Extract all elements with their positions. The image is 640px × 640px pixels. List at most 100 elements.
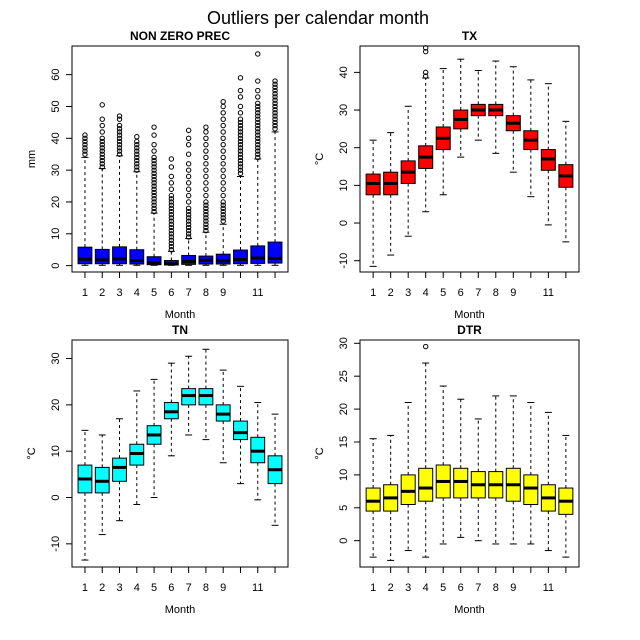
x-tick-label: 4 <box>134 582 140 594</box>
outlier-point <box>203 192 209 199</box>
x-tick-label: 8 <box>493 582 499 594</box>
outlier-point <box>203 202 209 208</box>
outlier-point <box>272 84 278 91</box>
outlier-point <box>203 212 209 218</box>
outlier-point <box>272 100 278 106</box>
panel-2: TN -10 0 10 20 30 °C 1 2 3 4 5 6 7 8 9 11 Month <box>26 323 289 616</box>
outlier-point <box>237 129 244 135</box>
outlier-point <box>185 215 192 221</box>
y-tick-label: 0 <box>338 220 350 226</box>
box-month-3 <box>112 418 127 522</box>
x-tick-label: 6 <box>168 582 174 594</box>
outlier-point <box>185 221 192 227</box>
outlier-point <box>255 138 261 145</box>
box-month-9 <box>215 99 231 266</box>
y-tick-label: 20 <box>50 196 62 208</box>
box-month-5 <box>146 378 162 499</box>
x-tick-label: 7 <box>186 582 192 594</box>
outlier-point <box>185 161 192 167</box>
outlier-point <box>134 157 140 164</box>
outlier-point <box>255 126 261 132</box>
outlier-point <box>82 135 88 142</box>
x-tick-label: 7 <box>475 287 481 299</box>
x-tick-label: 9 <box>220 582 226 594</box>
panel-0: NON ZERO PREC 0 10 20 30 40 50 60 mm 1 2 3 4 5 6 7 8 9 11 M… <box>26 29 289 321</box>
outlier-point <box>151 196 157 202</box>
outlier-point <box>116 122 123 129</box>
x-axis-label: Month <box>165 604 196 616</box>
outlier-point <box>168 173 175 180</box>
outlier-point <box>203 161 209 167</box>
outlier-point <box>185 208 192 215</box>
outlier-point <box>168 208 175 215</box>
outlier-point <box>203 208 209 215</box>
x-tick-label: 3 <box>116 287 122 299</box>
outlier-point <box>168 243 175 250</box>
x-tick-label: 9 <box>510 582 516 594</box>
outlier-point <box>255 154 261 161</box>
outlier-point <box>185 234 192 240</box>
outlier-point <box>116 132 123 138</box>
outlier-point <box>220 208 226 215</box>
outlier-point <box>151 141 157 148</box>
outlier-point <box>237 138 244 145</box>
box-month-12 <box>267 413 283 526</box>
y-tick-label: 20 <box>338 403 350 415</box>
outlier-point <box>220 129 226 135</box>
outlier-point <box>185 186 192 192</box>
box-month-4 <box>129 134 145 266</box>
y-tick-label: 25 <box>338 370 350 382</box>
y-tick-label: 10 <box>50 445 62 457</box>
box-month-6 <box>453 398 469 538</box>
outlier-point <box>185 231 192 237</box>
iqr-box <box>400 474 416 505</box>
outlier-point <box>185 173 192 180</box>
outlier-point <box>151 176 157 183</box>
iqr-box <box>267 241 283 264</box>
iqr-box <box>215 253 231 265</box>
outlier-point <box>237 103 244 110</box>
outlier-point <box>272 122 278 129</box>
outlier-point <box>168 196 175 202</box>
outlier-point <box>203 141 209 148</box>
outlier-point <box>185 127 192 134</box>
outlier-point <box>255 129 261 135</box>
outlier-point <box>220 110 226 116</box>
y-tick-label: 0 <box>338 538 350 544</box>
iqr-box <box>146 256 162 266</box>
iqr-box <box>233 249 248 265</box>
outlier-point <box>99 138 105 145</box>
outlier-point <box>272 113 278 119</box>
outlier-point <box>237 157 244 164</box>
outlier-point <box>168 237 175 243</box>
outlier-point <box>272 116 278 122</box>
outlier-point <box>99 161 105 167</box>
box-month-12 <box>267 78 283 266</box>
outlier-point <box>255 132 261 138</box>
outlier-point <box>168 180 175 186</box>
y-axis-label: °C <box>314 153 326 165</box>
box-month-6 <box>163 156 179 266</box>
outlier-point <box>220 199 226 205</box>
x-tick-label: 3 <box>405 582 411 594</box>
box-month-3 <box>400 105 416 237</box>
x-tick-label: 8 <box>203 582 209 594</box>
outlier-point <box>185 141 192 148</box>
outlier-point <box>255 141 261 148</box>
box-month-6 <box>453 58 469 158</box>
x-tick-label: 4 <box>423 287 429 299</box>
box-month-10 <box>233 385 248 485</box>
outlier-point <box>134 151 140 157</box>
outlier-point <box>151 186 157 192</box>
box-month-7 <box>181 355 197 436</box>
iqr-box <box>77 246 93 265</box>
box-month-7 <box>470 69 486 141</box>
outlier-point <box>203 148 209 154</box>
x-tick-label: 2 <box>388 287 394 299</box>
y-tick-label: -10 <box>50 536 62 552</box>
iqr-box <box>112 457 127 482</box>
y-tick-label: 20 <box>338 142 350 154</box>
iqr-box <box>250 245 266 264</box>
y-tick-label: 5 <box>338 505 350 511</box>
